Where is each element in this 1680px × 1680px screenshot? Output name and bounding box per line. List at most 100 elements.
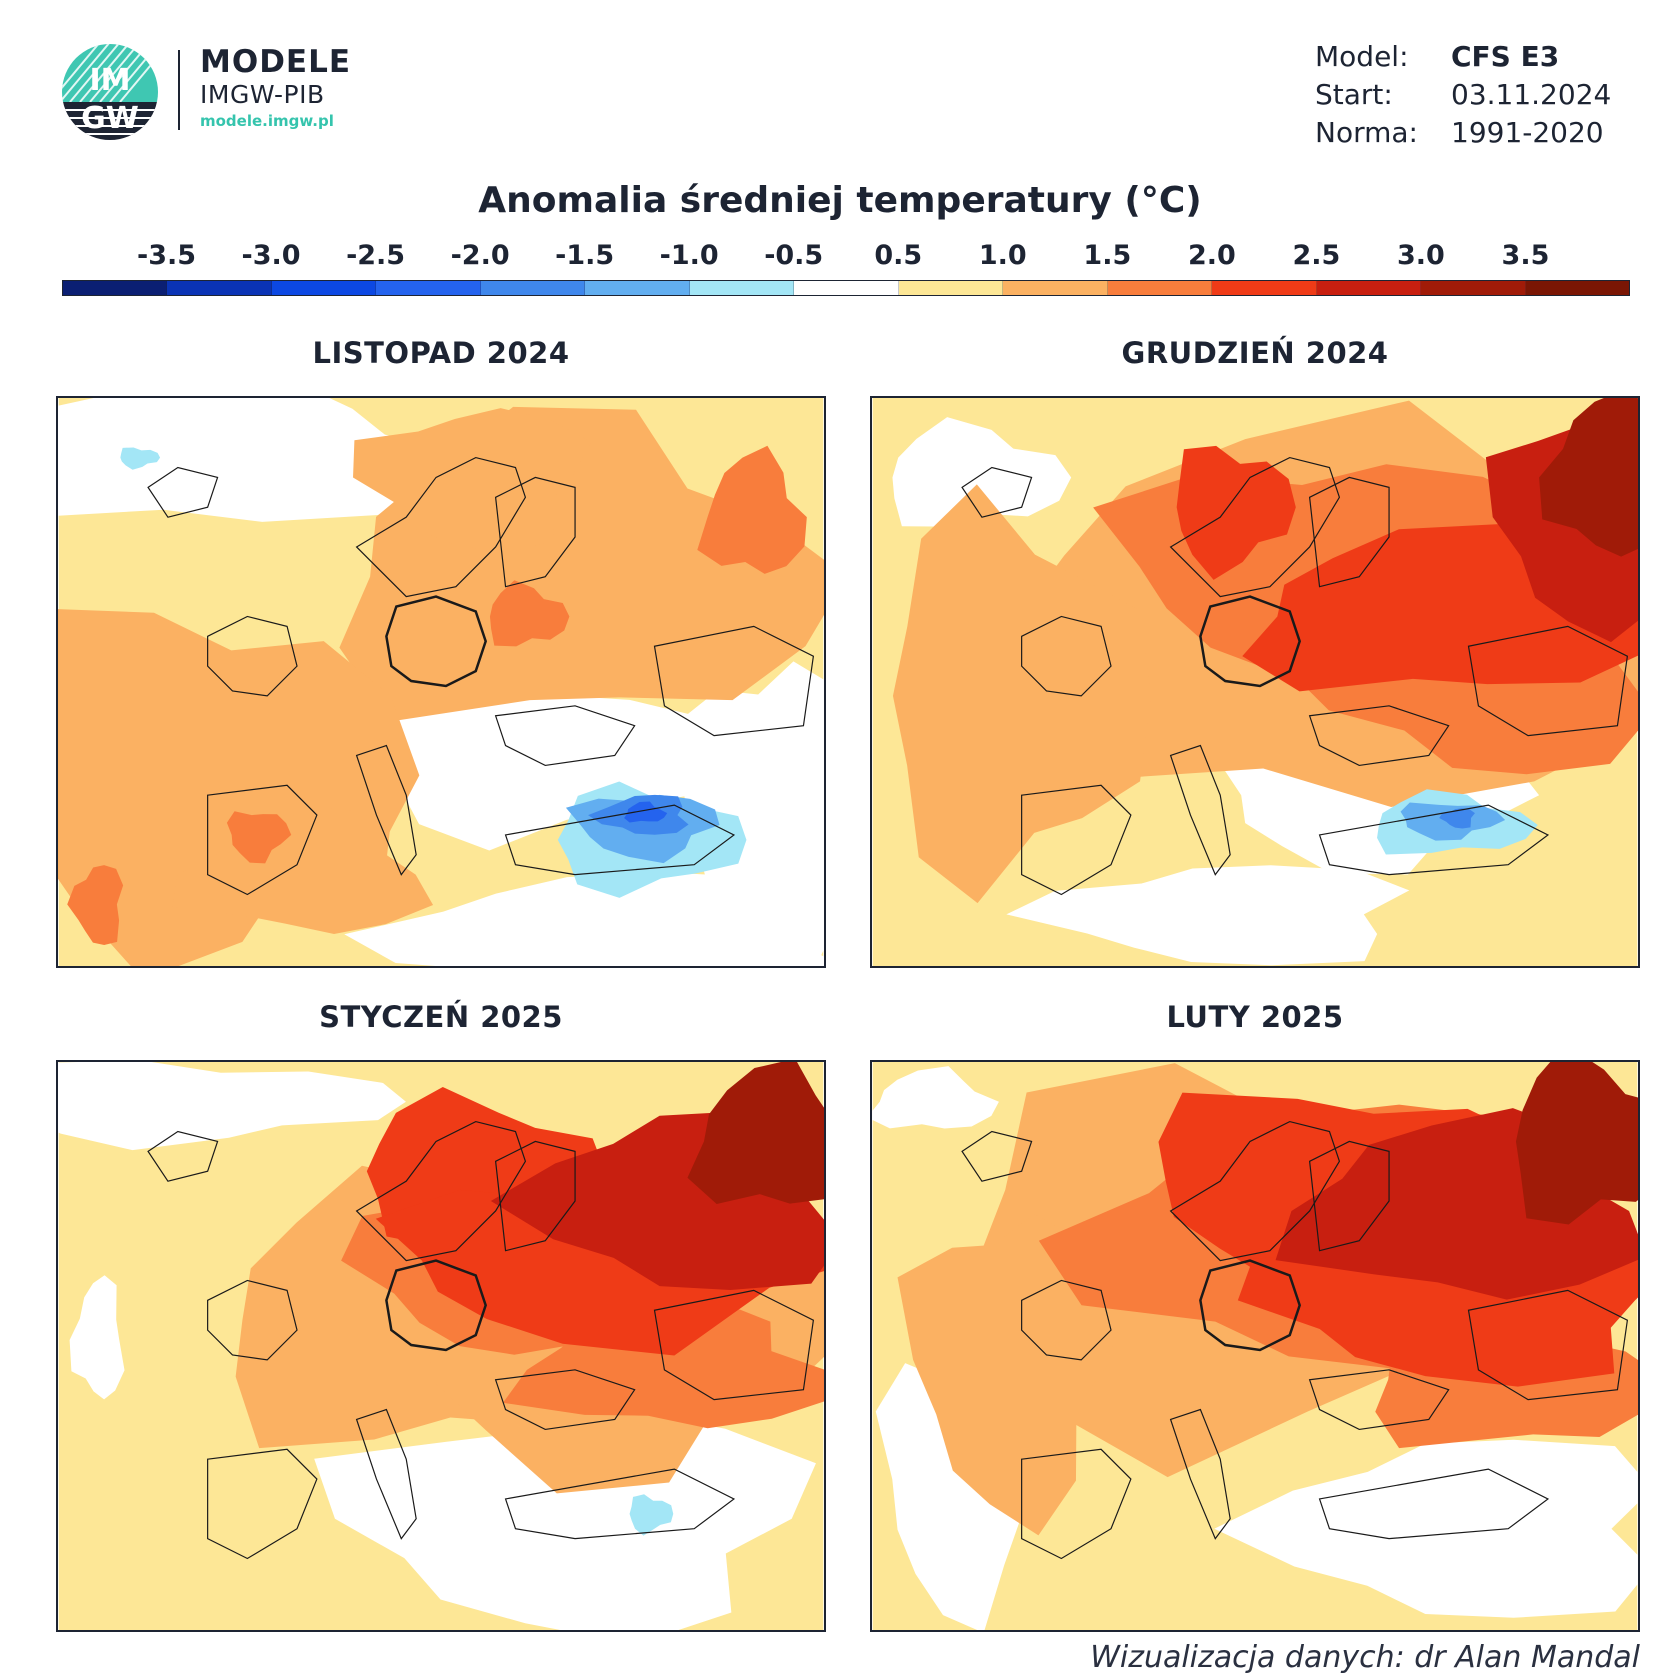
country-border bbox=[494, 705, 636, 767]
colorbar-segment bbox=[1421, 281, 1526, 295]
panel-title-0: LISTOPAD 2024 bbox=[312, 336, 570, 370]
brand-divider bbox=[178, 50, 180, 130]
anomaly-contour-region bbox=[120, 447, 161, 470]
country-border bbox=[504, 1468, 736, 1540]
model-meta: Model: CFS E3 Start: 03.11.2024 Norma: 1991… bbox=[1315, 38, 1611, 152]
colorbar-segment bbox=[1107, 281, 1213, 295]
anomaly-contour-region bbox=[624, 801, 668, 823]
anomaly-contour-region bbox=[1439, 808, 1475, 829]
country-border bbox=[1169, 1408, 1231, 1540]
country-border bbox=[147, 1130, 219, 1182]
logo-text-bottom: GW bbox=[81, 101, 139, 136]
country-borders bbox=[961, 1120, 1629, 1560]
anomaly-contour-region bbox=[1539, 398, 1638, 557]
anomaly-contour-region bbox=[892, 484, 1152, 904]
colorbar-segment bbox=[167, 281, 272, 295]
country-border bbox=[494, 476, 576, 588]
colorbar-tick-label: -2.5 bbox=[346, 240, 406, 271]
poland-border bbox=[385, 1259, 487, 1352]
anomaly-contour-region bbox=[897, 1213, 1116, 1536]
country-border bbox=[1021, 1448, 1132, 1560]
start-label: Start: bbox=[1315, 78, 1393, 111]
country-border bbox=[1169, 744, 1231, 876]
anomaly-contour-region bbox=[892, 417, 1072, 527]
colorbar-tick-label: -2.0 bbox=[450, 240, 510, 271]
anomaly-contour-region bbox=[58, 1062, 406, 1151]
anomaly-contour-region bbox=[58, 609, 420, 966]
country-border bbox=[355, 744, 417, 876]
country-border bbox=[1467, 1289, 1629, 1401]
anomaly-contour-region bbox=[697, 445, 807, 574]
country-border bbox=[1467, 625, 1629, 737]
colorbar-tick-label: 3.5 bbox=[1501, 240, 1550, 271]
country-border bbox=[1169, 1120, 1341, 1262]
anomaly-contour-region bbox=[353, 408, 592, 555]
panel-title-2: STYCZEŃ 2025 bbox=[319, 1000, 563, 1034]
country-border bbox=[1318, 804, 1550, 876]
anomaly-contour-region bbox=[1006, 865, 1410, 966]
anomaly-contour-region bbox=[489, 580, 570, 647]
colorbar-tick-label: 2.5 bbox=[1292, 240, 1341, 271]
anomaly-contour-region bbox=[69, 1275, 125, 1400]
start-value: 03.11.2024 bbox=[1451, 78, 1612, 111]
country-border bbox=[207, 1448, 318, 1560]
colorbar-ticks: -3.5 -3.0 -2.5 -2.0 -1.5 -1.0 -0.5 0.5 1.0 1.5 2.0… bbox=[62, 240, 1630, 272]
country-border bbox=[961, 1130, 1033, 1182]
brand-title: MODELE bbox=[200, 44, 352, 80]
anomaly-contour-region bbox=[687, 1062, 824, 1204]
colorbar-segment bbox=[63, 281, 168, 295]
legend-title: Anomalia średniej temperatury (°C) bbox=[478, 180, 1202, 221]
panel-title-3: LUTY 2025 bbox=[1166, 1000, 1344, 1034]
colorbar-tick-label: 0.5 bbox=[874, 240, 923, 271]
country-border bbox=[207, 784, 318, 896]
country-border bbox=[653, 1289, 815, 1401]
colorbar-tick-label: -0.5 bbox=[764, 240, 824, 271]
country-border bbox=[1308, 1369, 1450, 1431]
country-border bbox=[1021, 1279, 1112, 1361]
country-border bbox=[961, 466, 1033, 518]
colorbar-tick-label: 3.0 bbox=[1397, 240, 1445, 271]
anomaly-contour-region bbox=[872, 1066, 999, 1129]
anomaly-contour-region bbox=[1515, 1062, 1638, 1225]
country-border bbox=[494, 1140, 576, 1252]
colorbar-segment bbox=[1212, 281, 1317, 295]
country-border bbox=[1169, 456, 1341, 598]
country-border bbox=[1318, 1468, 1550, 1540]
colorbar-segment bbox=[1003, 281, 1108, 295]
map-panel-1 bbox=[870, 396, 1640, 968]
norm-label: Norma: bbox=[1315, 116, 1418, 149]
map-panel-2 bbox=[56, 1060, 826, 1632]
country-border bbox=[494, 1369, 636, 1431]
brand-url[interactable]: modele.imgw.pl bbox=[200, 112, 334, 130]
colorbar-tick-label: -1.5 bbox=[555, 240, 615, 271]
country-border bbox=[355, 1120, 527, 1262]
country-border bbox=[1308, 705, 1450, 767]
country-border bbox=[504, 804, 736, 876]
colorbar-tick-label: 1.5 bbox=[1083, 240, 1132, 271]
country-border bbox=[1021, 784, 1132, 896]
colorbar-tick-label: 2.0 bbox=[1187, 240, 1236, 271]
colorbar bbox=[62, 280, 1630, 296]
credit: Wizualizacja danych: dr Alan Mandal bbox=[1090, 1640, 1640, 1675]
colorbar-segment bbox=[376, 281, 481, 295]
anomaly-contour-region bbox=[629, 1494, 674, 1536]
anomaly-contour-region bbox=[226, 811, 292, 864]
country-border bbox=[355, 456, 527, 598]
anomaly-contour-region bbox=[314, 1410, 816, 1630]
colorbar-segment bbox=[480, 281, 586, 295]
country-border bbox=[355, 1408, 417, 1540]
logo-text-top: IM bbox=[89, 63, 130, 98]
map-panel-3 bbox=[870, 1060, 1640, 1632]
anomaly-contour-region bbox=[344, 872, 824, 966]
country-border bbox=[1021, 615, 1112, 697]
country-borders bbox=[147, 1120, 815, 1560]
colorbar-segment bbox=[585, 281, 690, 295]
colorbar-tick-label: -3.0 bbox=[241, 240, 301, 271]
country-border bbox=[1308, 476, 1390, 588]
country-borders bbox=[147, 456, 815, 896]
country-border bbox=[207, 1279, 298, 1361]
colorbar-tick-label: -3.5 bbox=[137, 240, 197, 271]
anomaly-contour-region bbox=[1214, 1439, 1638, 1618]
colorbar-segment bbox=[689, 281, 795, 295]
anomaly-contour-region bbox=[1176, 445, 1296, 580]
